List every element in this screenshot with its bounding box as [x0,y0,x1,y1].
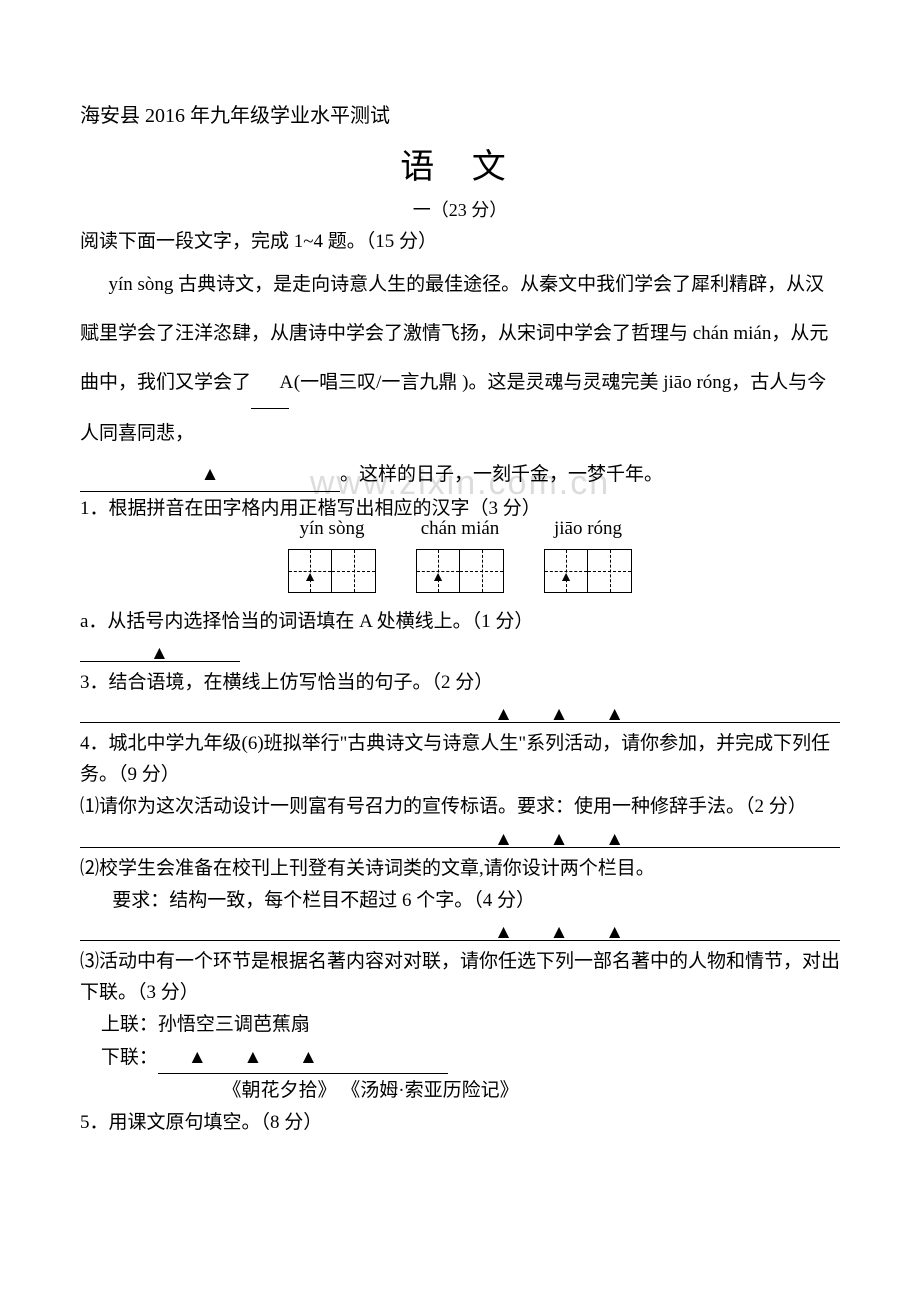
grid-box [332,549,376,593]
book-list: 《朝花夕拾》 《汤姆·索亚历险记》 [223,1076,841,1106]
grid-box: ▲ [416,549,460,593]
blank-a: A [251,358,289,408]
question-4-1: ⑴请你为这次活动设计一则富有号召力的宣传标语。要求：使用一种修辞手法。（2 分） [80,792,840,822]
grid-box [588,549,632,593]
intro-line: 阅读下面一段文字，完成 1~4 题。（15 分） [80,227,840,257]
long-blank: ▲ [80,460,340,491]
question-4-2b: 要求：结构一致，每个栏目不超过 6 个字。（4 分） [112,886,840,916]
question-4-3: ⑶活动中有一个环节是根据名著内容对对联，请你任选下列一部名著中的人物和情节，对出… [80,947,840,1008]
question-3: 3．结合语境，在横线上仿写恰当的句子。（2 分） [80,668,840,698]
question-5: 5．用课文原句填空。（8 分） [80,1108,840,1138]
answer-blank-3: ▲ ▲ ▲ [80,700,840,723]
couplet-up-text: 孙悟空三调芭蕉扇 [158,1014,310,1035]
answer-blank-4-2: ▲ ▲ ▲ [80,918,840,941]
pinyin-label-1: yín sòng [288,514,376,544]
pinyin-label-3: jiāo róng [544,514,632,544]
couplet-up: 上联：孙悟空三调芭蕉扇 [101,1010,840,1040]
couplet-down-blank: ▲ ▲ ▲ [158,1043,448,1074]
grid-box: ▲ [544,549,588,593]
question-a: a．从括号内选择恰当的词语填在 A 处横线上。（1 分） [80,607,840,637]
pinyin-cell-1: yín sòng ▲ [288,514,376,592]
couplet-up-label: 上联： [101,1014,158,1035]
grid-box: ▲ [288,549,332,593]
main-title: 语 文 [80,140,840,194]
pinyin-label-2: chán mián [416,514,504,544]
header-line: 海安县 2016 年九年级学业水平测试 [80,100,840,132]
answer-blank-a: ▲ [80,639,240,662]
question-4-2: ⑵校学生会准备在校刊上刊登有关诗词类的文章,请你设计两个栏目。 [80,854,840,884]
answer-blank-4-1: ▲ ▲ ▲ [80,825,840,848]
section-number: 一（23 分） [80,196,840,225]
passage-seg3: 。这样的日子，一刻千金，一梦千年。 [340,464,663,485]
grid-box [460,549,504,593]
pinyin-cell-2: chán mián ▲ [416,514,504,592]
couplet-down: 下联：▲ ▲ ▲ [101,1043,840,1074]
question-4: 4．城北中学九年级(6)班拟举行"古典诗文与诗意人生"系列活动，请你参加，并完成… [80,729,840,790]
pinyin-grid-row: yín sòng ▲ chán mián ▲ jiāo róng ▲ [80,514,840,592]
couplet-down-label: 下联： [101,1047,158,1068]
reading-passage: yín sòng 古典诗文，是走向诗意人生的最佳途径。从秦文中我们学会了犀利精辟… [80,260,840,459]
blank-line-passage: ▲。这样的日子，一刻千金，一梦千年。 [80,460,840,491]
pinyin-cell-3: jiāo róng ▲ [544,514,632,592]
